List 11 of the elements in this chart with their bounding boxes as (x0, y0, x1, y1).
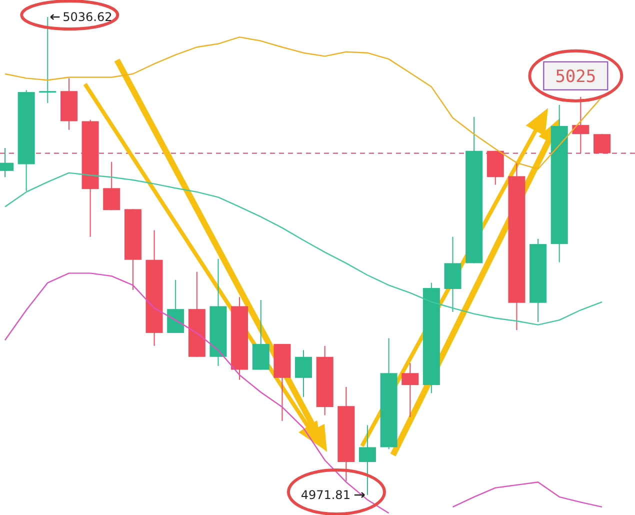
candlestick (572, 96, 590, 154)
candlestick (167, 279, 184, 334)
annotation: 4971.81 (300, 488, 350, 502)
candlestick (402, 362, 419, 418)
candlestick (103, 161, 120, 211)
candlestick (295, 350, 312, 398)
candlestick (594, 134, 610, 154)
candlestick (39, 16, 56, 104)
annotation: 5036.62 (62, 10, 112, 24)
candlestick (358, 424, 376, 496)
annotation: 5025 (555, 66, 596, 87)
